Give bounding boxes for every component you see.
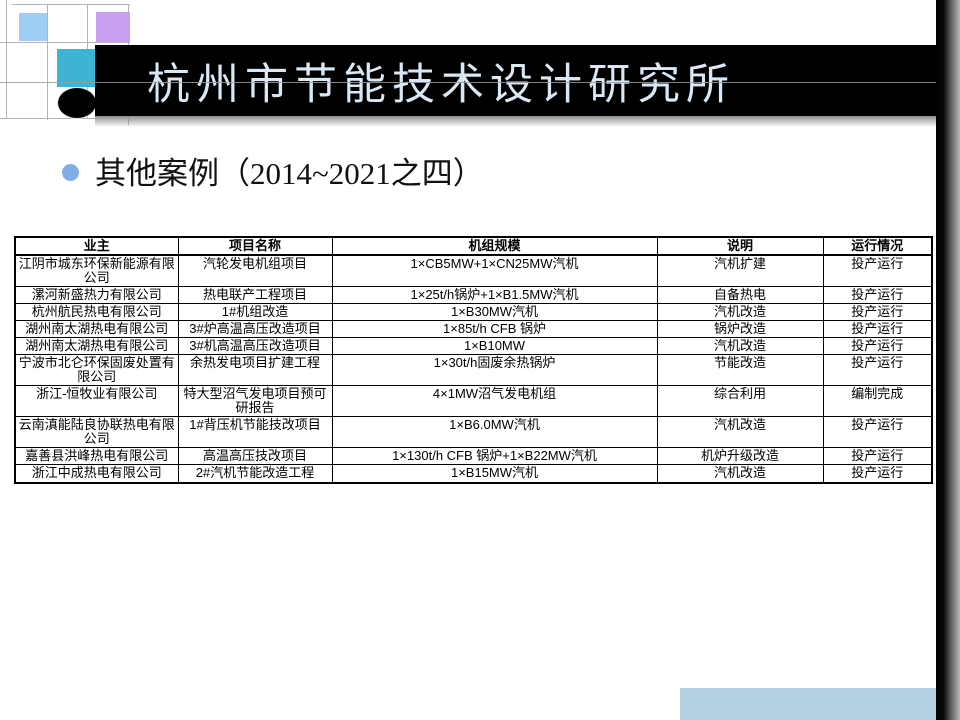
table-cell: 浙江中成热电有限公司: [14, 464, 179, 483]
table-cell: 1×85t/h CFB 锅炉: [331, 320, 658, 338]
deco-circle: [57, 87, 97, 119]
deco-square-lightblue: [19, 13, 47, 41]
title-bar-shadow: [95, 116, 937, 127]
table-cell: 1×B10MW: [331, 337, 658, 355]
table-cell: 1×CB5MW+1×CN25MW汽机: [331, 254, 658, 287]
table-cell: 1×B15MW汽机: [331, 464, 658, 483]
right-edge-bar: [936, 0, 960, 720]
table-cell: 锅炉改造: [656, 320, 824, 338]
table-cell: 汽机改造: [656, 337, 824, 355]
table-row: 浙江中成热电有限公司 2#汽机节能改造工程 1×B15MW汽机 汽机改造 投产运行: [14, 464, 933, 483]
table-row: 漯河新盛热力有限公司 热电联产工程项目 1×25t/h锅炉+1×B1.5MW汽机 自备…: [14, 286, 933, 304]
table-cell: 综合利用: [656, 385, 824, 417]
table-cell: 3#炉高温高压改造项目: [177, 320, 333, 338]
column-header: 项目名称: [177, 236, 333, 256]
table-row: 浙江-恒牧业有限公司 特大型沼气发电项目预可研报告 4×1MW沼气发电机组 综合利用编…: [14, 385, 933, 417]
bullet-text: 其他案例（2014~2021之四）: [95, 156, 484, 191]
table-cell: 特大型沼气发电项目预可研报告: [177, 385, 333, 417]
table-row: 湖州南太湖热电有限公司 3#炉高温高压改造项目 1×85t/h CFB 锅炉 锅炉改造…: [14, 320, 933, 338]
table-cell: 汽机扩建: [656, 254, 824, 287]
table-cell: 投产运行: [822, 337, 933, 355]
table-cell: 汽机改造: [656, 303, 824, 321]
table-cell: 投产运行: [822, 286, 933, 304]
table-row: 宁波市北仑环保固废处置有限公司 余热发电项目扩建工程 1×30t/h固废余热锅炉 节能…: [14, 354, 933, 386]
column-header: 运行情况: [822, 236, 933, 256]
title-bar: 杭州市节能技术设计研究所: [95, 45, 937, 116]
table-cell: 投产运行: [822, 303, 933, 321]
table-cell: 高温高压技改项目: [177, 447, 333, 465]
deco-square-purple: [96, 12, 130, 42]
grid-line: [12, 4, 130, 5]
footer-accent-bar: [680, 688, 937, 720]
table-cell: 浙江-恒牧业有限公司: [14, 385, 179, 417]
grid-line: [0, 42, 130, 43]
table-cell: 投产运行: [822, 320, 933, 338]
table-cell: 投产运行: [822, 464, 933, 483]
table-cell: 漯河新盛热力有限公司: [14, 286, 179, 304]
table-cell: 1#机组改造: [177, 303, 333, 321]
bullet-icon: [62, 164, 79, 181]
table-cell: 3#机高温高压改造项目: [177, 337, 333, 355]
deco-square-teal: [57, 49, 95, 87]
table-cell: 云南滇能陆良协联热电有限公司: [14, 416, 179, 448]
table-cell: 杭州航民热电有限公司: [14, 303, 179, 321]
table-row: 江阴市城东环保新能源有限公司 汽轮发电机组项目 1×CB5MW+1×CN25MW汽机…: [14, 254, 933, 287]
table-cell: 热电联产工程项目: [177, 286, 333, 304]
table-cell: 自备热电: [656, 286, 824, 304]
column-header: 业主: [14, 236, 179, 256]
table-cell: 嘉善县洪峰热电有限公司: [14, 447, 179, 465]
table-cell: 编制完成: [822, 385, 933, 417]
table-cell: 宁波市北仑环保固废处置有限公司: [14, 354, 179, 386]
table-row: 云南滇能陆良协联热电有限公司 1#背压机节能技改项目 1×B6.0MW汽机 汽机改造投…: [14, 416, 933, 448]
table-cell: 2#汽机节能改造工程: [177, 464, 333, 483]
table-cell: 4×1MW沼气发电机组: [331, 385, 658, 417]
table-cell: 投产运行: [822, 354, 933, 386]
table-cell: 1×30t/h固废余热锅炉: [331, 354, 658, 386]
table-cell: 1×B30MW汽机: [331, 303, 658, 321]
page-title: 杭州市节能技术设计研究所: [147, 61, 735, 109]
table-row: 杭州航民热电有限公司 1#机组改造 1×B30MW汽机 汽机改造 投产运行: [14, 303, 933, 321]
column-header: 说明: [656, 236, 824, 256]
table-cell: 湖州南太湖热电有限公司: [14, 337, 179, 355]
table-cell: 机炉升级改造: [656, 447, 824, 465]
grid-line: [6, 0, 7, 118]
table-cell: 投产运行: [822, 254, 933, 287]
cases-table: 业主 项目名称 机组规模 说明 运行情况 江阴市城东环保新能源有限公司 汽轮发电机组项目 1…: [14, 236, 933, 484]
table-cell: 汽机改造: [656, 416, 824, 448]
table-row: 湖州南太湖热电有限公司 3#机高温高压改造项目 1×B10MW 汽机改造 投产运行: [14, 337, 933, 355]
table-row: 嘉善县洪峰热电有限公司 高温高压技改项目 1×130t/h CFB 锅炉+1×B22…: [14, 447, 933, 465]
table-cell: 湖州南太湖热电有限公司: [14, 320, 179, 338]
table-cell: 1×25t/h锅炉+1×B1.5MW汽机: [331, 286, 658, 304]
table-cell: 1×130t/h CFB 锅炉+1×B22MW汽机: [331, 447, 658, 465]
grid-line: [47, 4, 48, 120]
table-cell: 余热发电项目扩建工程: [177, 354, 333, 386]
column-header: 机组规模: [331, 236, 658, 256]
table-header-row: 业主 项目名称 机组规模 说明 运行情况: [14, 236, 933, 256]
table-cell: 节能改造: [656, 354, 824, 386]
table-cell: 江阴市城东环保新能源有限公司: [14, 254, 179, 287]
table-cell: 汽轮发电机组项目: [177, 254, 333, 287]
table-cell: 1#背压机节能技改项目: [177, 416, 333, 448]
table-cell: 汽机改造: [656, 464, 824, 483]
table-cell: 投产运行: [822, 416, 933, 448]
title-underline-line: [0, 82, 937, 83]
table-cell: 投产运行: [822, 447, 933, 465]
table-cell: 1×B6.0MW汽机: [331, 416, 658, 448]
